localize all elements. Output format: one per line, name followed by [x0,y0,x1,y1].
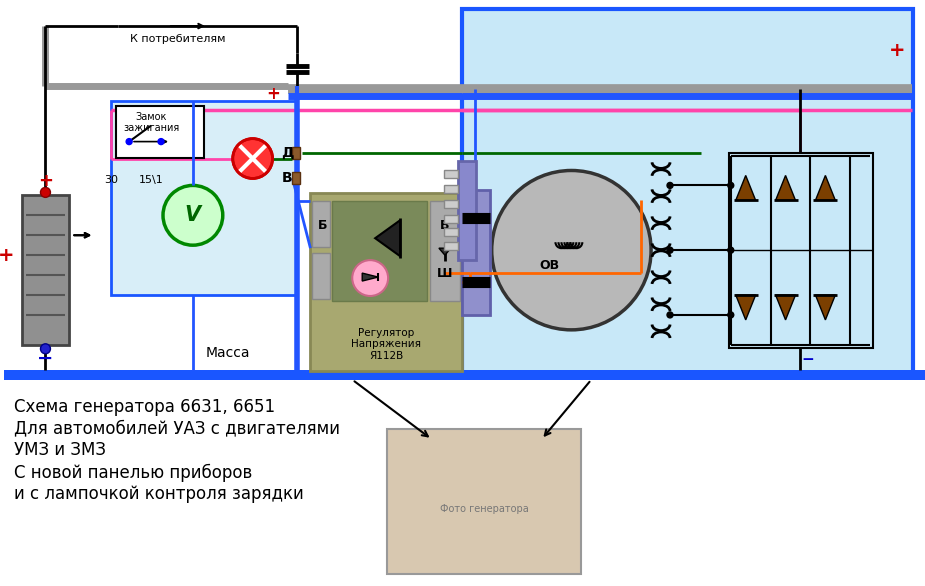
Text: V: V [185,205,201,225]
Bar [388,430,581,574]
Bar [311,193,462,371]
Circle shape [41,344,51,354]
Bar [729,152,873,347]
Circle shape [667,247,673,253]
Bar [444,242,458,250]
Circle shape [158,139,164,145]
Text: −: − [37,349,54,368]
Polygon shape [376,220,401,256]
Bar [462,190,489,315]
Bar [313,202,330,247]
Circle shape [667,182,673,189]
Text: ОВ: ОВ [539,258,560,271]
Text: В: В [282,172,293,185]
Text: Схема генератора 6631, 6651: Схема генератора 6631, 6651 [14,397,275,415]
Polygon shape [775,175,796,200]
Bar [313,253,330,299]
Circle shape [233,139,273,179]
Text: С новой панелью приборов: С новой панелью приборов [14,464,252,482]
Text: +: + [889,42,906,60]
Polygon shape [363,273,378,281]
Text: +: + [38,172,53,190]
Text: Масса: Масса [205,346,250,360]
Bar [444,171,458,179]
Text: Замок
зажигания: Замок зажигания [123,112,179,134]
Text: и с лампочкой контроля зарядки: и с лампочкой контроля зарядки [14,485,303,503]
Bar [444,229,458,236]
Text: −: − [801,352,814,367]
Text: 15\1: 15\1 [139,175,164,185]
Polygon shape [735,295,756,320]
Bar [430,202,460,301]
Circle shape [41,188,51,197]
Polygon shape [816,295,835,320]
Bar [117,105,204,158]
Text: Б: Б [317,219,327,232]
Circle shape [667,312,673,318]
Text: Д: Д [281,145,294,159]
Bar [21,195,69,345]
Text: Ш: Ш [438,267,452,280]
Polygon shape [816,175,835,200]
Bar [332,202,427,301]
Circle shape [126,139,132,145]
Text: +: + [266,85,280,103]
Bar [458,161,475,260]
Bar [292,172,301,185]
Bar [444,215,458,223]
Bar [444,200,458,209]
Bar [292,146,301,159]
Text: +: + [0,246,15,265]
Circle shape [728,312,734,318]
Polygon shape [439,248,450,255]
Circle shape [163,185,223,245]
Circle shape [728,182,734,189]
Polygon shape [735,175,756,200]
Text: В: В [440,219,450,232]
Text: УМЗ и ЗМЗ: УМЗ и ЗМЗ [14,441,105,459]
Text: 30: 30 [105,175,118,185]
Polygon shape [775,295,796,320]
Circle shape [492,171,651,330]
Circle shape [728,247,734,253]
Text: Для автомобилей УАЗ с двигателями: Для автомобилей УАЗ с двигателями [14,420,339,438]
Text: К потребителям: К потребителям [130,34,226,44]
Circle shape [352,260,388,296]
Bar [444,185,458,193]
Text: Фото генератора: Фото генератора [440,504,529,514]
Bar [462,9,913,376]
Text: Регулятор
Напряжения
Я112В: Регулятор Напряжения Я112В [352,328,421,361]
Bar [4,370,925,380]
Bar [111,101,298,295]
